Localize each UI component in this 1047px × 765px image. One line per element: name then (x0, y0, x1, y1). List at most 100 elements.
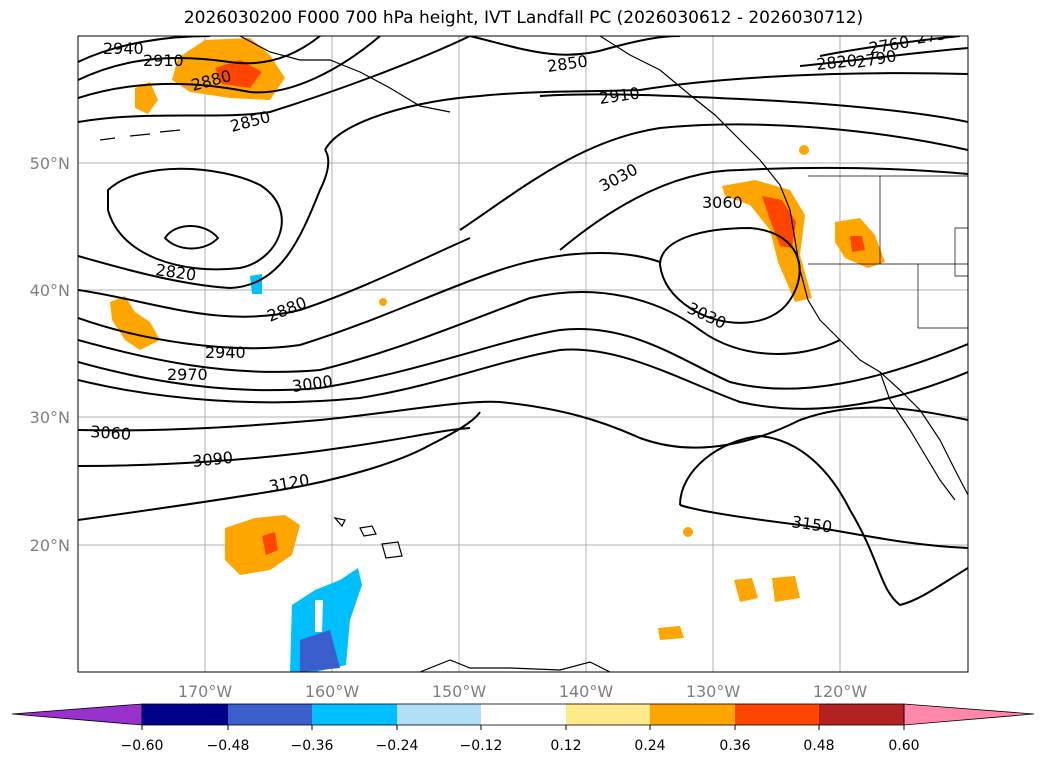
contour-2910 (78, 36, 321, 81)
colorbar-segment (650, 704, 735, 725)
contour-2970 (78, 291, 841, 373)
colorbar-segment (819, 704, 904, 725)
colorbar-tick-label: −0.60 (121, 738, 164, 754)
shade-neg-hole (315, 600, 323, 632)
contour-3060-n (559, 166, 968, 251)
colorbar-tick-label: −0.36 (291, 738, 334, 754)
contour-3150-b (679, 504, 968, 549)
colorbar: −0.60 −0.48 −0.36 −0.24 −0.12 0.12 0.24 … (11, 703, 1035, 754)
contour-2940-m (78, 252, 661, 350)
shade-neg-small (250, 274, 262, 294)
colorbar-segment (142, 704, 228, 725)
contour-label-group: 2940 2910 2880 2850 2850 2910 2760 2730 … (90, 22, 958, 537)
contour-3000 (78, 327, 968, 392)
lat-tick-label: 30°N (30, 408, 70, 427)
contour-3030-n (459, 123, 968, 231)
contour-label: 2820 (815, 51, 857, 74)
shade-hawaii-core (262, 532, 278, 555)
contour-3090 (78, 427, 471, 467)
colorbar-tick-label: 0.60 (888, 738, 919, 754)
coast-hawaii-3 (381, 541, 403, 559)
ivt-negative-shading (250, 274, 362, 672)
colorbar-tick-label: 0.12 (550, 738, 581, 754)
contour-label: 2760 (867, 32, 910, 58)
colorbar-tick-label: −0.24 (376, 738, 419, 754)
coast-south (419, 659, 611, 672)
shade-dot-1 (683, 527, 693, 537)
colorbar-tick-label: 0.36 (719, 738, 750, 754)
contour-3060-s (78, 400, 968, 449)
contour-label: 3060 (702, 193, 743, 212)
colorbar-extend-right (903, 703, 1035, 726)
shade-gulf-small (135, 82, 158, 114)
coast-baja (879, 371, 956, 501)
colorbar-segment (566, 704, 650, 725)
colorbar-segment (481, 704, 566, 725)
contour-label: 2910 (143, 51, 184, 70)
contour-2790 (799, 47, 968, 67)
shade-idaho-core (850, 236, 865, 252)
contour-2850-b (469, 36, 681, 56)
contour-2760 (819, 36, 961, 57)
low-inner (163, 225, 220, 250)
map-panel (78, 36, 968, 672)
lon-tick-label: 160°W (305, 682, 360, 701)
contour-label: 2940 (205, 343, 246, 362)
height-contours (78, 36, 968, 607)
contour-3030-loop (658, 226, 801, 324)
shade-hawaii-west (225, 515, 300, 575)
contour-label: 2730 (914, 22, 957, 48)
lon-tick-labels: 170°W 160°W 150°W 140°W 130°W 120°W (178, 682, 868, 701)
contour-2880 (78, 36, 381, 99)
map-border (77, 35, 969, 673)
coast-hawaii-2 (359, 525, 377, 537)
lon-tick-label: 170°W (178, 682, 233, 701)
colorbar-segment (228, 704, 312, 725)
colorbar-extend-left (11, 703, 143, 726)
shade-dot-3 (799, 145, 809, 155)
contour-2850 (78, 36, 471, 123)
coast-alaska (239, 36, 451, 113)
lat-tick-label: 40°N (30, 281, 70, 300)
contour-3150 (679, 434, 968, 607)
contour-2880-m (78, 237, 471, 318)
lat-tick-labels: 50°N 40°N 30°N 20°N (30, 154, 70, 555)
shade-neg-south-core (300, 630, 340, 672)
political-borders (808, 175, 968, 329)
contour-3120 (78, 411, 481, 521)
contour-label: 3060 (90, 422, 132, 444)
coast-hawaii-1 (333, 517, 346, 528)
colorbar-segment (397, 704, 481, 725)
colorbar-segment (312, 704, 397, 725)
contour-label: 2970 (167, 365, 208, 384)
lat-tick-label: 20°N (30, 536, 70, 555)
lat-tick-label: 50°N (30, 154, 70, 173)
colorbar-tick-label: 0.24 (634, 738, 665, 754)
lon-tick-label: 150°W (432, 682, 487, 701)
contour-label: 3090 (191, 448, 233, 471)
shade-alaska-core (215, 60, 262, 88)
contour-label: 2940 (103, 39, 144, 58)
colorbar-outline (141, 703, 905, 726)
shade-sub-3 (658, 626, 684, 640)
lon-tick-label: 140°W (559, 682, 614, 701)
colorbar-segment (735, 704, 819, 725)
contour-2820 (78, 149, 330, 290)
contour-2910-b (539, 93, 968, 123)
ivt-positive-shading (110, 38, 885, 640)
lon-tick-label: 130°W (686, 682, 741, 701)
map-title: 2026030200 F000 700 hPa height, IVT Land… (183, 8, 864, 28)
colorbar-tick-label: 0.48 (803, 738, 834, 754)
shade-sub-2 (772, 576, 800, 602)
low-outer (107, 167, 283, 271)
colorbar-tick-label: −0.12 (460, 738, 503, 754)
coast-aleutians (99, 129, 181, 141)
colorbar-tick-label: −0.48 (207, 738, 250, 754)
shade-dot-2 (379, 298, 387, 306)
shade-sub-1 (734, 578, 758, 602)
contour-3030-s (78, 348, 968, 410)
contour-2820-low (324, 72, 968, 151)
lon-tick-label: 120°W (813, 682, 868, 701)
shade-oregon-core (762, 196, 796, 248)
